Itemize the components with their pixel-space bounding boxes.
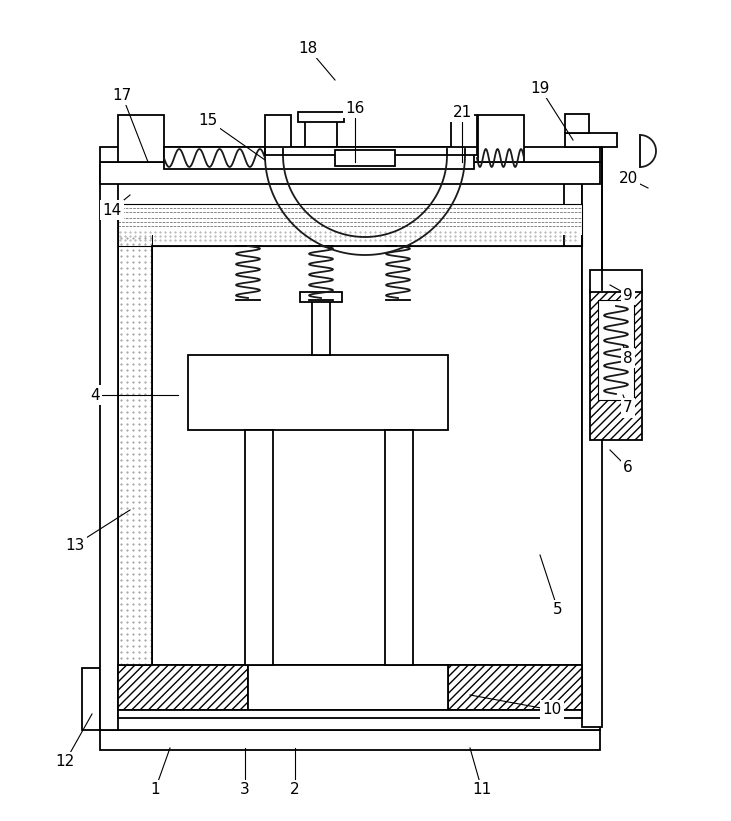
Text: 11: 11 <box>472 782 492 797</box>
Bar <box>565 114 589 133</box>
Bar <box>248 665 448 710</box>
Text: 20: 20 <box>618 171 637 186</box>
Bar <box>82 668 100 730</box>
Text: 17: 17 <box>113 88 132 103</box>
Bar <box>448 665 582 710</box>
Bar <box>385 430 413 665</box>
Bar <box>164 147 474 169</box>
Bar <box>312 300 330 355</box>
Bar <box>100 162 600 184</box>
Bar <box>118 665 248 710</box>
Bar <box>590 270 642 292</box>
Bar <box>305 120 337 147</box>
Bar <box>478 115 524 162</box>
Text: 12: 12 <box>56 754 75 769</box>
Bar <box>118 205 582 235</box>
Text: 6: 6 <box>623 461 633 475</box>
Bar <box>100 710 600 730</box>
Bar <box>335 150 395 166</box>
Text: 7: 7 <box>624 401 633 415</box>
Text: 19: 19 <box>530 80 550 95</box>
Bar <box>100 730 600 750</box>
Text: 1: 1 <box>150 782 160 797</box>
Bar <box>300 292 342 302</box>
Text: 16: 16 <box>345 100 365 116</box>
Bar <box>118 115 164 162</box>
Text: 5: 5 <box>553 603 563 617</box>
Bar <box>188 355 448 430</box>
Bar <box>598 300 634 400</box>
Text: 4: 4 <box>90 388 100 402</box>
Bar <box>118 204 582 246</box>
Text: 3: 3 <box>240 782 250 797</box>
Text: 8: 8 <box>624 351 633 365</box>
Bar <box>100 147 600 162</box>
Bar <box>298 112 344 122</box>
Text: 18: 18 <box>298 40 318 56</box>
Bar <box>118 710 582 718</box>
Text: 21: 21 <box>452 104 471 120</box>
Bar <box>565 133 617 147</box>
Bar <box>590 290 642 440</box>
Bar <box>564 165 582 710</box>
Text: 2: 2 <box>290 782 300 797</box>
Text: 14: 14 <box>102 203 121 218</box>
Text: 15: 15 <box>198 112 218 127</box>
Text: 10: 10 <box>542 703 561 718</box>
Bar <box>100 165 118 730</box>
Bar <box>118 205 152 665</box>
Bar <box>451 115 477 149</box>
Text: 13: 13 <box>65 538 85 553</box>
Bar <box>245 430 273 665</box>
Bar <box>152 246 582 665</box>
Bar <box>582 147 602 727</box>
Bar <box>265 115 291 149</box>
Bar <box>265 147 477 155</box>
Text: 9: 9 <box>623 287 633 302</box>
